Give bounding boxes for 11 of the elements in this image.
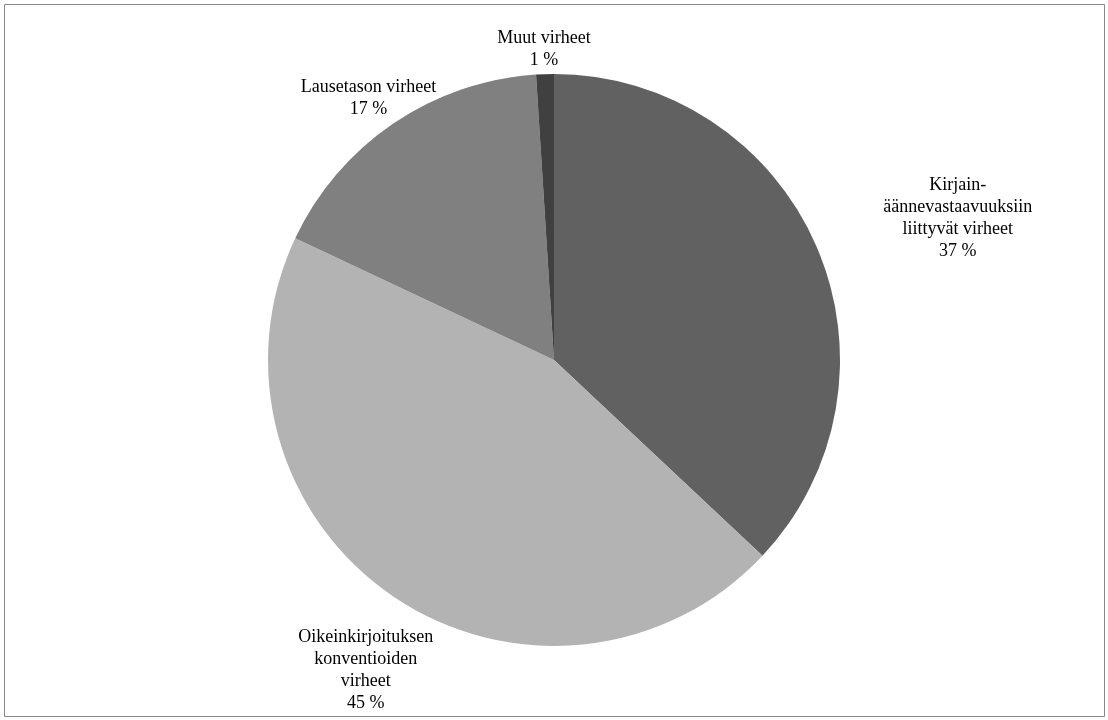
pie-slice [554, 74, 840, 556]
data-label: 1 % [529, 49, 559, 70]
slice-label: Muut virheet [497, 27, 591, 48]
data-label: 45 % [346, 692, 385, 713]
slice-label: Oikeinkirjoituksen konventioiden virheet [298, 626, 434, 691]
pie-slice [295, 74, 554, 360]
data-label: 17 % [349, 98, 388, 119]
slice-label: Kirjain-äännevastaavuuksiin liittyvät virheet [883, 174, 1033, 239]
pie-slice [268, 238, 763, 646]
data-label: 37 % [939, 240, 977, 261]
slice-label: Lausetason virheet [300, 76, 437, 97]
